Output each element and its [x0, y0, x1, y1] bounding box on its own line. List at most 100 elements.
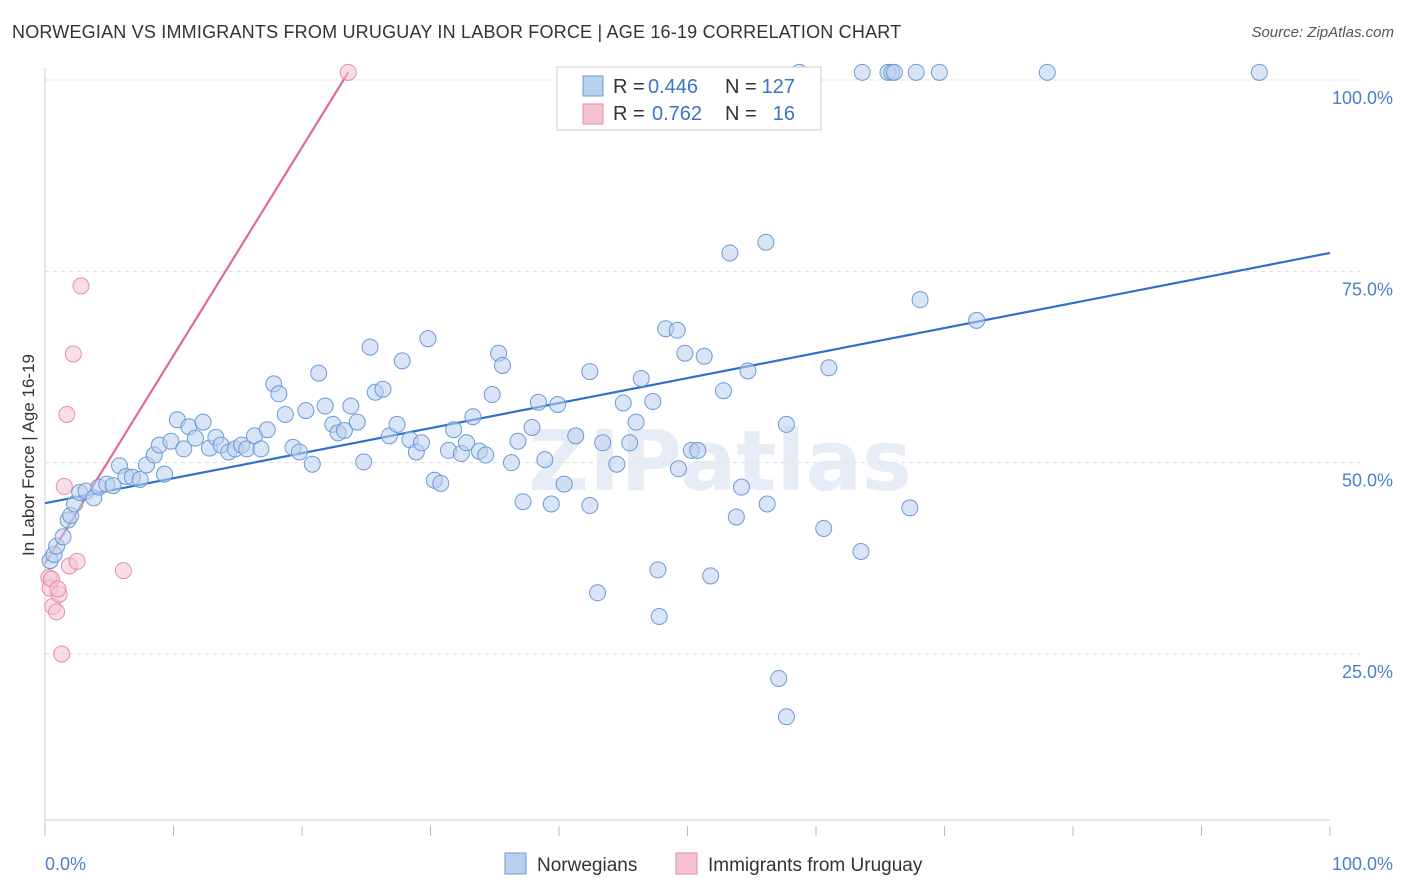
point-norwegians-48 — [335, 422, 353, 440]
point-norwegians-91 — [627, 413, 645, 431]
point-norwegians-61 — [419, 330, 437, 348]
point-uruguay-7 — [55, 477, 73, 495]
point-norwegians-56 — [388, 415, 406, 433]
chart-title: NORWEGIAN VS IMMIGRANTS FROM URUGUAY IN … — [12, 22, 902, 42]
point-norwegians-104 — [714, 382, 732, 400]
point-norwegians-54 — [374, 380, 392, 398]
point-norwegians-16 — [131, 471, 149, 489]
bottom-legend-label-norwegians: Norwegians — [537, 855, 637, 876]
legend-r-value-norwegians: 0.446 — [648, 76, 698, 98]
point-norwegians-90 — [621, 434, 639, 452]
legend-n-label-norwegians: N = — [725, 76, 757, 98]
point-uruguay-15 — [49, 580, 67, 598]
point-norwegians-128 — [1250, 63, 1268, 81]
point-norwegians-85 — [581, 497, 599, 515]
legend-r-label-uruguay: R = — [613, 103, 645, 125]
bottom-legend-swatch-norwegians — [504, 852, 527, 875]
point-norwegians-21 — [162, 432, 180, 450]
point-norwegians-95 — [650, 607, 668, 625]
point-norwegians-41 — [290, 443, 308, 461]
point-norwegians-78 — [529, 393, 547, 411]
watermark: ZIPatlas — [528, 412, 912, 510]
point-norwegians-51 — [355, 453, 373, 471]
point-norwegians-93 — [644, 392, 662, 410]
axes — [44, 68, 1331, 836]
point-norwegians-67 — [457, 434, 475, 452]
point-norwegians-116 — [820, 359, 838, 377]
y-tick-label-2: 75.0% — [1342, 279, 1393, 299]
legend-box: R = 0.446 N = 127 R = 0.762 N = 16 — [556, 66, 822, 131]
chart-source: Source: ZipAtlas.com — [1251, 24, 1394, 41]
point-norwegians-99 — [676, 344, 694, 362]
legend-n-value-uruguay: 16 — [773, 103, 795, 125]
point-norwegians-44 — [310, 364, 328, 382]
point-norwegians-83 — [567, 427, 585, 445]
point-uruguay-11 — [68, 552, 86, 570]
point-norwegians-80 — [542, 495, 560, 513]
point-norwegians-92 — [632, 369, 650, 387]
point-norwegians-106 — [727, 508, 745, 526]
point-norwegians-111 — [770, 669, 788, 687]
point-uruguay-14 — [339, 63, 357, 81]
point-norwegians-38 — [270, 385, 288, 403]
point-norwegians-125 — [930, 63, 948, 81]
bottom-legend: Norwegians Immigrants from Uruguay — [504, 852, 923, 876]
point-norwegians-20 — [156, 465, 174, 483]
point-norwegians-86 — [589, 584, 607, 602]
point-norwegians-45 — [316, 397, 334, 415]
x-tick-label-min: 0.0% — [45, 854, 86, 874]
point-norwegians-60 — [413, 434, 431, 452]
point-norwegians-12 — [104, 477, 122, 495]
y-tick-label-1: 50.0% — [1342, 471, 1393, 491]
point-norwegians-105 — [721, 244, 739, 262]
point-norwegians-77 — [523, 418, 541, 436]
point-uruguay-6 — [53, 645, 71, 663]
point-norwegians-71 — [483, 386, 501, 404]
point-norwegians-110 — [758, 495, 776, 513]
point-norwegians-118 — [853, 63, 871, 81]
point-norwegians-84 — [581, 363, 599, 381]
point-norwegians-101 — [689, 441, 707, 459]
point-norwegians-26 — [194, 413, 212, 431]
legend-swatch-norwegians — [582, 75, 604, 97]
point-norwegians-35 — [252, 440, 270, 458]
point-norwegians-74 — [502, 454, 520, 472]
point-norwegians-115 — [815, 519, 833, 537]
bottom-legend-swatch-uruguay — [675, 852, 698, 875]
point-norwegians-103 — [702, 567, 720, 585]
point-norwegians-94 — [649, 561, 667, 579]
point-norwegians-39 — [276, 405, 294, 423]
point-norwegians-43 — [303, 455, 321, 473]
point-norwegians-123 — [907, 63, 925, 81]
point-norwegians-49 — [342, 397, 360, 415]
legend-swatch-uruguay — [582, 103, 604, 125]
point-norwegians-109 — [757, 233, 775, 251]
point-uruguay-13 — [114, 562, 132, 580]
bottom-legend-label-uruguay: Immigrants from Uruguay — [708, 855, 923, 876]
legend-r-label-norwegians: R = — [613, 76, 645, 98]
point-norwegians-112 — [777, 415, 795, 433]
point-uruguay-12 — [72, 277, 90, 295]
point-norwegians-42 — [297, 402, 315, 420]
y-axis-title: In Labor Force | Age 16-19 — [19, 354, 38, 556]
point-norwegians-3 — [54, 528, 72, 546]
point-norwegians-113 — [777, 708, 795, 726]
point-uruguay-4 — [48, 603, 66, 621]
point-norwegians-75 — [509, 432, 527, 450]
point-norwegians-23 — [175, 440, 193, 458]
point-uruguay-10 — [64, 345, 82, 363]
point-norwegians-107 — [732, 478, 750, 496]
legend-n-value-norwegians: 127 — [762, 76, 795, 98]
data-points — [40, 63, 1268, 726]
point-norwegians-68 — [464, 408, 482, 426]
point-norwegians-98 — [670, 460, 688, 478]
trend-line-norwegians — [44, 251, 1331, 505]
grid-lines — [45, 79, 1360, 655]
y-tick-label-0: 25.0% — [1342, 662, 1393, 682]
x-tick-label-max: 100.0% — [1332, 854, 1393, 874]
point-norwegians-89 — [614, 394, 632, 412]
point-norwegians-126 — [968, 311, 986, 329]
point-norwegians-57 — [393, 352, 411, 370]
point-norwegians-122 — [901, 499, 919, 517]
